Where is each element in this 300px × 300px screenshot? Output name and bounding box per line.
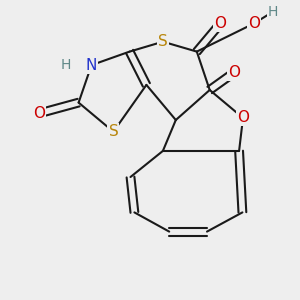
Text: N: N: [86, 58, 97, 73]
Text: H: H: [60, 58, 70, 72]
Text: S: S: [158, 34, 168, 49]
Text: O: O: [33, 106, 45, 121]
Text: O: O: [214, 16, 226, 31]
Text: S: S: [109, 124, 118, 139]
Text: O: O: [248, 16, 260, 31]
Text: H: H: [268, 5, 278, 19]
Text: O: O: [228, 65, 240, 80]
Text: O: O: [237, 110, 249, 125]
